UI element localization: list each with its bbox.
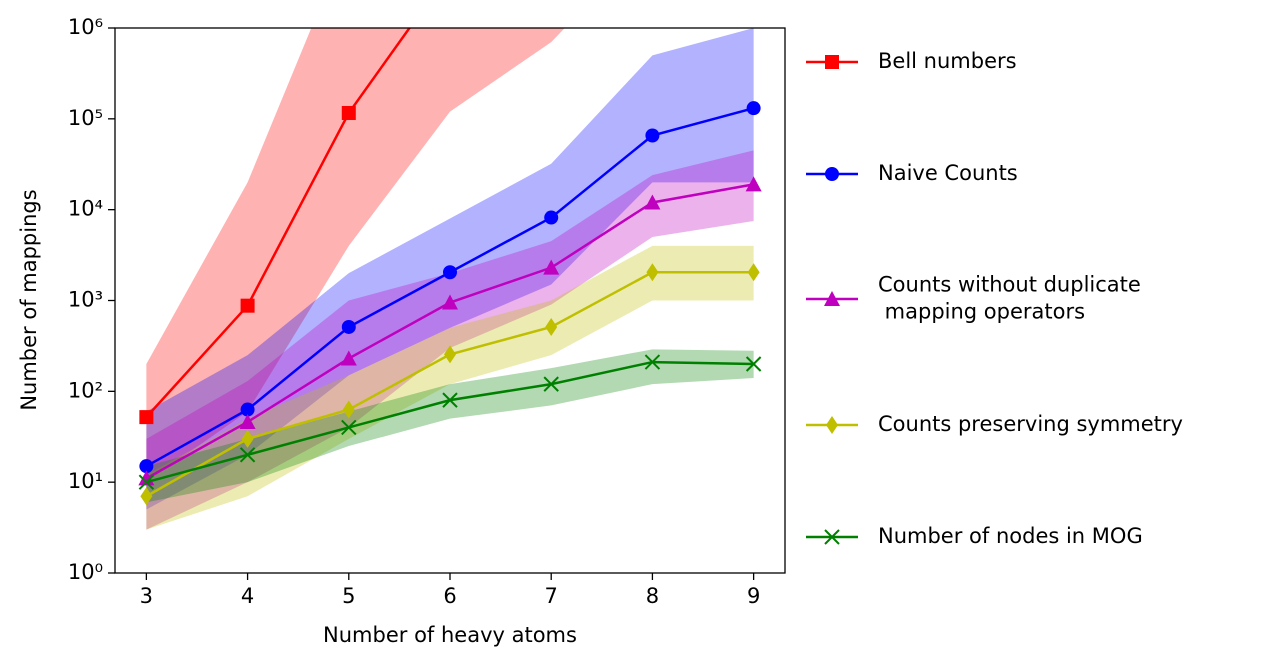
legend-marker [826,416,838,434]
marker [139,459,154,474]
marker [443,265,457,280]
marker [543,376,559,392]
marker [341,319,356,334]
legend-marker [824,291,840,306]
marker [442,392,458,408]
x-axis-label: Number of heavy atoms [323,623,577,647]
x-tick-label: 5 [342,584,355,608]
marker [442,294,458,310]
x-tick-label: 7 [545,584,558,608]
marker [745,356,762,372]
legend-label: Number of nodes in MOG [878,524,1143,548]
y-tick-label: 10³ [68,288,103,312]
marker [644,354,661,370]
y-tick-label: 10² [68,378,103,402]
marker [140,487,153,506]
legend-label: Bell numbers [878,49,1017,73]
marker [645,128,660,143]
y-axis-label: Number of mappings [17,189,41,410]
band [146,150,754,530]
marker [544,210,559,225]
x-tick-label: 6 [443,584,456,608]
marker [341,419,357,436]
marker [240,402,255,417]
marker [545,317,558,336]
marker [139,410,154,425]
marker [239,447,256,463]
marker [342,400,355,419]
y-tick-label: 10⁶ [68,15,103,39]
x-tick-label: 4 [241,584,254,608]
band [146,349,754,503]
x-tick-label: 9 [747,584,760,608]
marker [340,350,357,366]
marker [644,194,661,210]
legend-marker [825,167,839,181]
band [146,245,754,530]
legend-label: Counts preserving symmetry [878,412,1183,436]
y-tick-label: 10⁰ [68,560,103,584]
y-tick-label: 10⁵ [68,106,103,130]
marker [444,345,456,364]
marker [745,176,762,192]
marker [240,298,255,313]
marker [746,101,761,116]
marker [543,259,560,275]
legend-label: Counts without duplicate mapping operato… [878,273,1141,324]
legend-marker [824,529,840,545]
y-tick-label: 10⁴ [68,197,103,221]
band [146,28,565,483]
marker [241,429,254,448]
marker [646,263,659,282]
marker [341,105,356,120]
y-tick-label: 10¹ [68,469,103,493]
marker [747,263,760,282]
marker [138,474,155,490]
legend-label: Naive Counts [878,161,1018,185]
x-tick-label: 3 [140,584,153,608]
marker [239,413,256,429]
legend-marker [825,55,839,69]
plot-area [138,28,762,530]
x-tick-label: 8 [646,584,659,608]
